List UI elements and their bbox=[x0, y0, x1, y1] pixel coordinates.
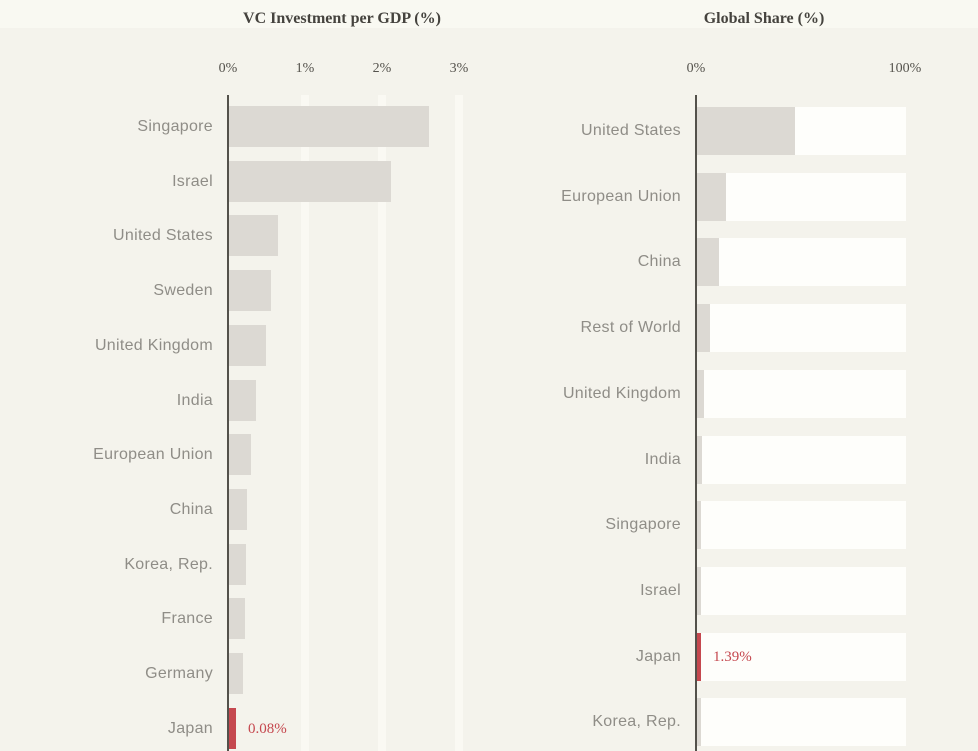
bar bbox=[697, 501, 701, 549]
bar bbox=[697, 304, 710, 352]
gridline bbox=[378, 95, 386, 751]
category-label: China bbox=[169, 500, 213, 518]
bar bbox=[697, 173, 727, 221]
bar bbox=[697, 436, 702, 484]
bar-track bbox=[697, 436, 906, 484]
category-label: European Union bbox=[561, 188, 681, 205]
bar bbox=[229, 325, 266, 366]
category-label: Korea, Rep. bbox=[592, 713, 681, 730]
bar-track bbox=[697, 173, 906, 221]
bar-track bbox=[697, 501, 906, 549]
highlight-bar bbox=[229, 708, 236, 749]
bar-track bbox=[697, 370, 906, 418]
y-axis-line bbox=[695, 95, 697, 751]
category-label: China bbox=[637, 253, 681, 270]
category-label: Korea, Rep. bbox=[124, 555, 213, 573]
bar-track bbox=[697, 698, 906, 746]
y-axis-line bbox=[227, 95, 229, 751]
left-chart-title: VC Investment per GDP (%) bbox=[243, 10, 441, 27]
bar bbox=[697, 238, 719, 286]
category-label: India bbox=[176, 391, 213, 409]
category-label: Singapore bbox=[137, 117, 213, 135]
highlight-bar bbox=[697, 633, 701, 681]
bar-track bbox=[697, 238, 906, 286]
category-label: Germany bbox=[145, 664, 213, 682]
x-axis-tick-label: 1% bbox=[295, 61, 315, 76]
bar-track bbox=[697, 304, 906, 352]
bar bbox=[229, 544, 246, 585]
bar-track bbox=[697, 633, 906, 681]
category-label: United Kingdom bbox=[94, 336, 213, 354]
x-axis-tick-label: 2% bbox=[372, 61, 392, 76]
category-label: Sweden bbox=[153, 281, 213, 299]
right-chart-title: Global Share (%) bbox=[703, 10, 825, 27]
bar bbox=[229, 161, 391, 202]
category-label: Israel bbox=[172, 172, 213, 190]
category-label: Rest of World bbox=[580, 319, 681, 336]
bar bbox=[697, 698, 701, 746]
category-label: Japan bbox=[635, 648, 681, 665]
category-label: Japan bbox=[167, 719, 213, 737]
category-label: United Kingdom bbox=[562, 385, 681, 402]
category-label: United States bbox=[113, 226, 213, 244]
category-label: India bbox=[644, 451, 681, 468]
bar bbox=[229, 380, 256, 421]
category-label: Israel bbox=[640, 582, 681, 599]
category-label: Singapore bbox=[605, 516, 681, 533]
bar bbox=[697, 567, 701, 615]
bar bbox=[229, 598, 246, 639]
top-band bbox=[0, 0, 978, 28]
x-axis-tick-label: 0% bbox=[218, 61, 238, 76]
bar bbox=[697, 107, 796, 155]
category-label: France bbox=[161, 609, 213, 627]
bar bbox=[229, 270, 272, 311]
bar bbox=[229, 434, 251, 475]
highlight-value-label: 1.39% bbox=[713, 649, 752, 665]
category-label: European Union bbox=[93, 445, 213, 463]
gridline bbox=[301, 95, 309, 751]
category-label: United States bbox=[581, 122, 681, 139]
gridline bbox=[455, 95, 463, 751]
highlight-value-label: 0.08% bbox=[248, 720, 287, 737]
x-axis-tick-label: 3% bbox=[449, 61, 469, 76]
bar-track bbox=[697, 567, 906, 615]
bar bbox=[697, 370, 704, 418]
bar bbox=[229, 489, 247, 530]
x-axis-tick-label: 0% bbox=[686, 61, 706, 76]
bar bbox=[229, 653, 243, 694]
bar bbox=[229, 106, 430, 147]
bar bbox=[229, 215, 279, 256]
x-axis-tick-label: 100% bbox=[888, 61, 922, 76]
